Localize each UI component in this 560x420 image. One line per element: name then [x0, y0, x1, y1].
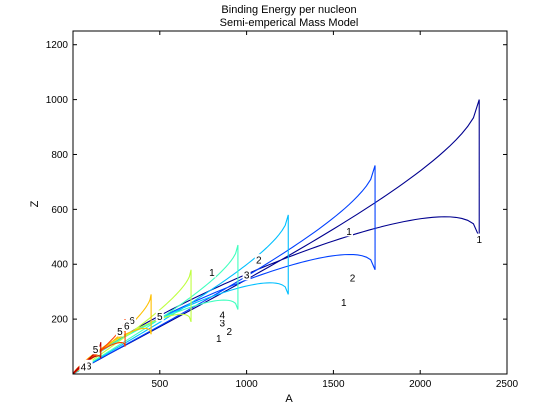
- y-tick-label: 600: [51, 205, 68, 216]
- x-tick-label: 2500: [496, 379, 519, 390]
- chart-subtitle: Semi-emperical Mass Model: [220, 17, 359, 29]
- contour-label: 1: [216, 334, 222, 345]
- contour-label-bg: [218, 317, 227, 329]
- contour-label-bg: [348, 271, 357, 283]
- y-axis-label: Z: [29, 200, 41, 207]
- contour-label: 4: [81, 363, 87, 374]
- x-tick-label: 500: [151, 379, 168, 390]
- y-tick-label: 200: [51, 315, 68, 326]
- contour-label-bg: [345, 225, 354, 237]
- contour-label: 6: [129, 316, 135, 327]
- contour-label: 1: [341, 298, 347, 309]
- contour-label-bg: [225, 325, 234, 337]
- plot-area: [73, 31, 507, 374]
- contour-label: 1: [346, 227, 352, 238]
- contour-label-bg: [475, 233, 484, 245]
- y-tick-label: 800: [51, 150, 68, 161]
- y-axis: 200 400 600 800 1000 1200: [46, 40, 507, 326]
- contour-line-level-2: [72, 165, 376, 375]
- contour-label: 2: [256, 256, 262, 267]
- contour-label-bg: [207, 266, 216, 278]
- contour-label-bg: [254, 254, 263, 266]
- contour-label: 1: [209, 268, 215, 279]
- y-tick-label: 1000: [46, 95, 69, 106]
- x-axis: 500 1000 1500 2000 2500: [151, 31, 519, 390]
- contour-label: 6: [124, 321, 130, 332]
- contour-label-bg: [115, 325, 124, 337]
- chart-title: Binding Energy per nucleon: [221, 4, 356, 16]
- contour-label: 3: [220, 319, 226, 330]
- contour-label: 1: [476, 235, 482, 246]
- contour-label-bg: [91, 343, 100, 355]
- contour-label-bg: [218, 309, 227, 321]
- x-tick-label: 2000: [409, 379, 432, 390]
- contour-label-bg: [128, 314, 137, 326]
- contour-label: 5: [157, 312, 163, 323]
- contour-label: 5: [117, 327, 123, 338]
- contour-label: 2: [226, 327, 232, 338]
- contour-label-bg: [122, 319, 131, 331]
- contour-label-bg: [155, 310, 164, 322]
- contour-label: 4: [220, 311, 226, 322]
- contour-label-bg: [339, 296, 348, 308]
- contour-label: 2: [350, 273, 356, 284]
- x-tick-label: 1500: [322, 379, 345, 390]
- contour-label-bg: [84, 359, 93, 371]
- contour-label-bg: [214, 332, 223, 344]
- contour-line-level-5: [72, 269, 192, 375]
- y-tick-label: 1200: [46, 40, 69, 51]
- x-axis-label: A: [285, 393, 293, 405]
- contour-label-bg: [242, 269, 251, 281]
- y-tick-label: 400: [51, 260, 68, 271]
- x-tick-label: 1000: [235, 379, 258, 390]
- contour-label: 5: [93, 345, 99, 356]
- contour-label-bg: [79, 361, 88, 373]
- axes-box: [72, 30, 508, 375]
- contour-label: 3: [86, 361, 92, 372]
- contour-label: 3: [244, 271, 250, 282]
